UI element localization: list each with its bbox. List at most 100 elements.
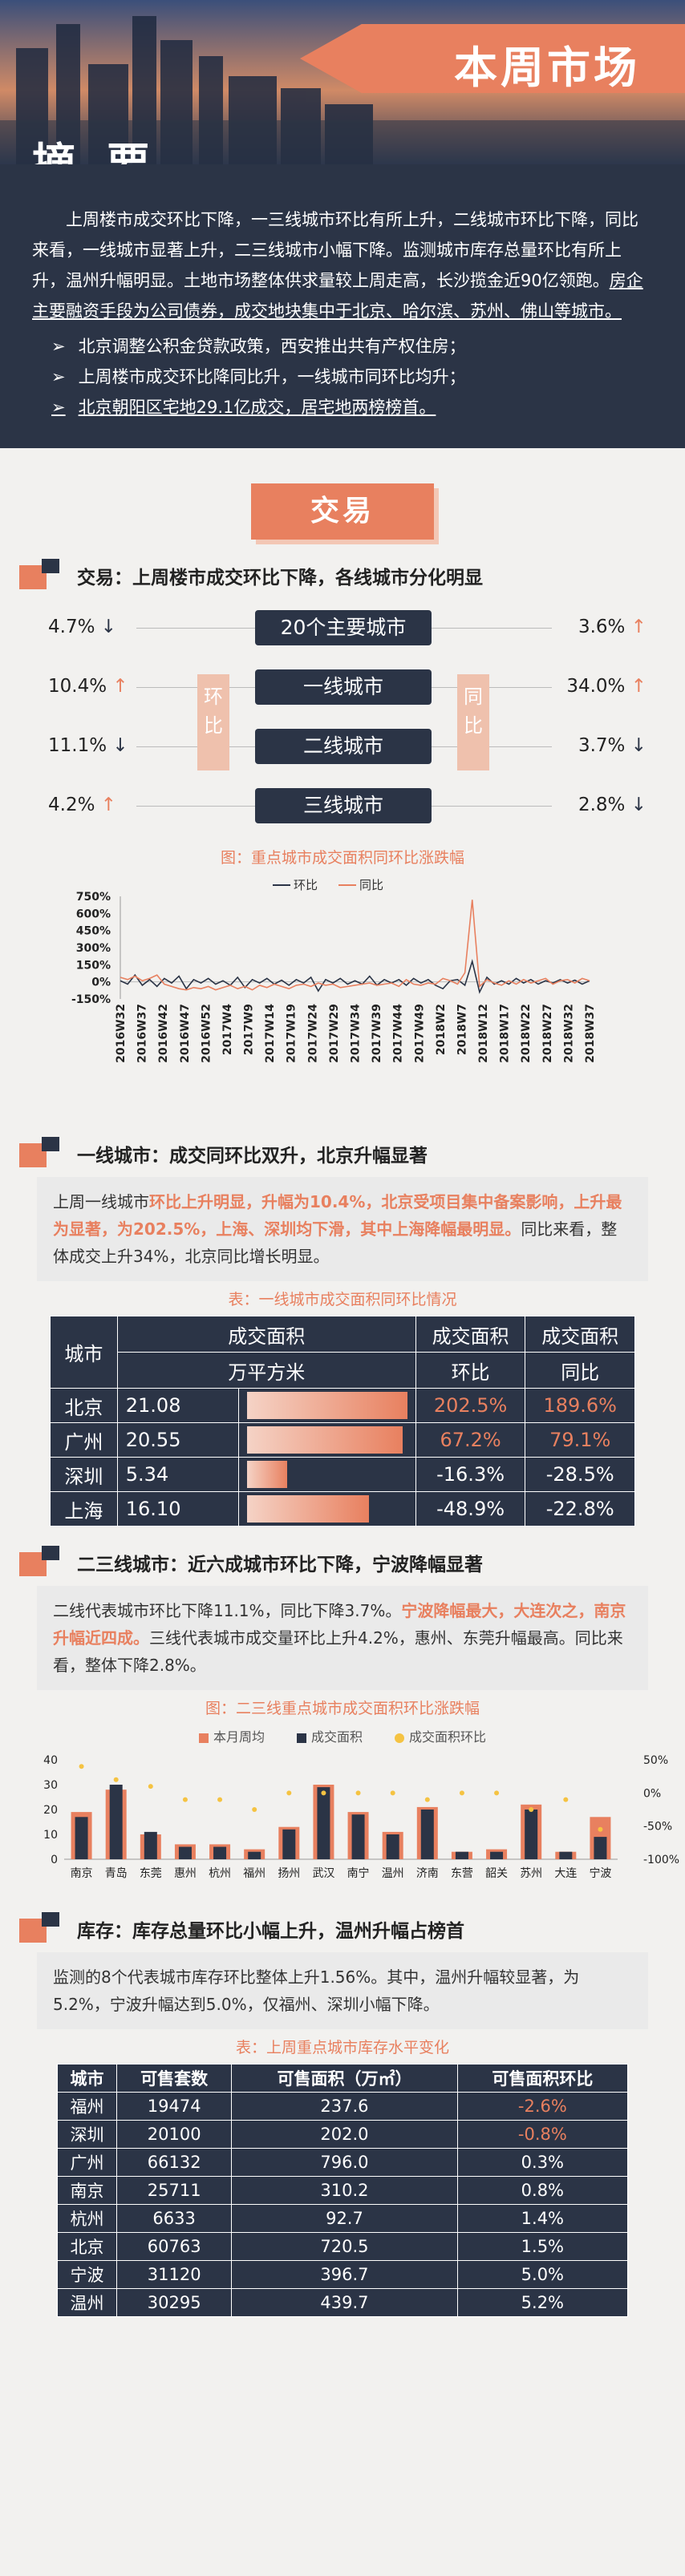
point-hb [598, 1826, 603, 1832]
bullet-item: 北京朝阳区宅地29.1亿成交，居宅地两榜榜首。 [51, 392, 653, 423]
y-tick-label: 150% [76, 959, 111, 972]
cell-bar [237, 1422, 416, 1458]
tier-row: 11.1% ↓ 二线城市 3.7% ↓ [0, 726, 685, 767]
tier1-note: 上周一线城市环比上升明显，升幅为10.4%，北京受项目集中备案影响，上升最为显著… [37, 1177, 648, 1281]
y-tick-label: 40 [43, 1754, 58, 1767]
table-cell: 深圳 [56, 2120, 118, 2149]
bullet-item: 北京调整公积金贷款政策，西安推出共有产权住房； [51, 331, 653, 362]
table-header: 城市 [56, 2064, 118, 2093]
y-tick-label: 450% [76, 925, 111, 938]
x-tick-label: 2018W32 [562, 1004, 575, 1063]
x-tick-label: 2018W22 [520, 1004, 533, 1063]
tier-label: 三线城市 [255, 788, 432, 823]
tb-value: 3.7% ↓ [578, 735, 646, 756]
tier-row: 4.7% ↓ 20个主要城市 3.6% ↑ [0, 607, 685, 649]
point-hb [459, 1790, 464, 1796]
stock-note: 监测的8个代表城市库存环比整体上升1.56%。其中，温州升幅较显著，为5.2%，… [37, 1952, 648, 2029]
th-area-unit: 万平方米 [116, 1352, 416, 1389]
line-chart: 环比 同比 750% 600% 450% 300% 150% 0% -150% 2016W32 20… [71, 878, 597, 1063]
point-hb [321, 1790, 326, 1796]
legend-item: 成交面积 [296, 1726, 363, 1745]
tier23-note: 二线代表城市环比下降11.1%，同比下降3.7%。宁波降幅最大，大连次之，南京升… [37, 1586, 648, 1690]
x-tick-label: 宁波 [589, 1866, 611, 1880]
th-tb2: 同比 [525, 1352, 635, 1389]
x-tick-label: 杭州 [209, 1867, 231, 1880]
x-tick-label: 惠州 [174, 1867, 197, 1880]
x-tick-label: 2017W29 [328, 1004, 341, 1063]
table-row: 深圳 20100 202.0 -0.8% [56, 2120, 629, 2149]
table-cell: 20100 [116, 2120, 233, 2149]
x-tick-label: 东莞 [140, 1867, 162, 1880]
x-tick-label: 2016W37 [136, 1004, 149, 1063]
point-hb [286, 1790, 292, 1796]
x-tick-label: 2017W34 [350, 1004, 363, 1063]
bar-area [420, 1810, 434, 1859]
side-label-hb: 环比 [197, 674, 229, 770]
bar-area [75, 1817, 88, 1859]
tier-label: 一线城市 [255, 669, 432, 705]
cell-tb: -28.5% [525, 1457, 635, 1492]
series-line [120, 900, 590, 991]
y-tick-label: 0% [91, 977, 111, 989]
heading-text: 二三线城市：近六成城市环比下降，宁波降幅显著 [77, 1555, 483, 1575]
bar-area [386, 1834, 399, 1859]
th-area: 成交面积 [116, 1316, 416, 1353]
table-header: 可售面积（万㎡） [231, 2064, 458, 2093]
y2-tick-label: 50% [643, 1754, 668, 1767]
bar-area [282, 1829, 296, 1859]
th-hb2: 环比 [415, 1352, 526, 1389]
table-cell: -0.8% [456, 2120, 629, 2149]
x-tick-label: 扬州 [278, 1867, 300, 1880]
cell-area: 21.08 [116, 1388, 239, 1423]
summary-panel: 上周楼市成交环比下降，一三线城市环比有所上升，二线城市环比下降，同比来看，一线城… [0, 164, 685, 448]
x-tick-label: 2017W14 [264, 1004, 277, 1063]
table-row: 广州 66132 796.0 0.3% [56, 2148, 629, 2177]
table-cell: 5.2% [456, 2288, 629, 2317]
y-tick-label: 20 [43, 1804, 58, 1817]
th-city: 城市 [50, 1316, 118, 1389]
tier1-table: 城市 成交面积 成交面积 成交面积 万平方米 环比 同比 北京 21.08 202.… [50, 1316, 635, 1527]
point-hb [355, 1790, 361, 1796]
section-button-trade: 交易 [251, 483, 434, 540]
bar-chart: 40 30 20 10 0 50% 0% -50% -100% 南京 青岛 东莞 惠州 杭州 福州 扬州 武汉南… [43, 1754, 679, 1880]
table-cell: 396.7 [231, 2260, 458, 2289]
cell-area: 20.55 [116, 1422, 239, 1458]
table-cell: 720.5 [231, 2232, 458, 2261]
x-tick-label: 2018W37 [584, 1004, 597, 1063]
x-tick-label: 2017W4 [221, 1004, 234, 1055]
cell-bar [237, 1388, 416, 1423]
cell-city: 北京 [50, 1388, 118, 1423]
heading-text: 一线城市：成交同环比双升，北京升幅显著 [77, 1146, 428, 1167]
cell-city: 上海 [50, 1491, 118, 1527]
table-cell: 66132 [116, 2148, 233, 2177]
chart-caption: 图：二三线重点城市成交面积环比涨跌幅 [205, 1700, 480, 1717]
table-cell: 北京 [56, 2232, 118, 2261]
table-cell: 202.0 [231, 2120, 458, 2149]
hb-value: 10.4% ↑ [48, 676, 128, 697]
cell-hb: 202.5% [415, 1388, 526, 1423]
x-tick-label: 2018W2 [435, 1004, 448, 1055]
section-heading: 一线城市：成交同环比双升，北京升幅显著 [19, 1134, 685, 1169]
hero-banner: 本周市场 摘 要 [0, 0, 685, 164]
table-cell: 31120 [116, 2260, 233, 2289]
bar-area [317, 1787, 330, 1859]
bar-area [559, 1851, 573, 1859]
point-hb [424, 1797, 430, 1802]
x-tick-label: 2018W27 [541, 1004, 554, 1063]
cell-hb: 67.2% [415, 1422, 526, 1458]
table-cell: 5.0% [456, 2260, 629, 2289]
x-tick-label: 韶关 [485, 1867, 508, 1880]
table-cell: 杭州 [56, 2204, 118, 2233]
table-cell: 南京 [56, 2176, 118, 2205]
tb-value: 2.8% ↓ [578, 795, 646, 815]
x-tick-label: 济南 [416, 1867, 439, 1880]
bar-area [248, 1851, 261, 1859]
stock-table: 城市 可售套数 可售面积（万㎡） 可售面积环比 福州 19474 237.6 -2.6% 深圳… [56, 2064, 629, 2317]
table-row: 宁波 31120 396.7 5.0% [56, 2260, 629, 2289]
cell-hb: -48.9% [415, 1491, 526, 1527]
x-tick-label: 南宁 [347, 1866, 370, 1880]
point-hb [113, 1777, 119, 1782]
table-cell: 宁波 [56, 2260, 118, 2289]
table-row: 深圳 5.34 -16.3% -28.5% [50, 1457, 635, 1492]
bar-area [109, 1785, 123, 1859]
